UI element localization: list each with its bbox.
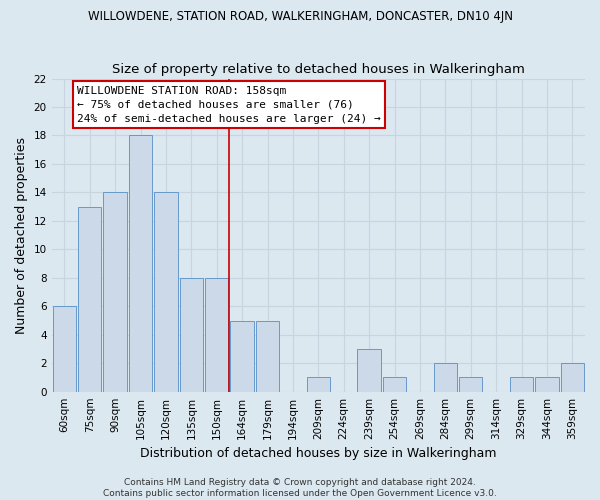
Bar [434,363,457,392]
Bar [230,320,254,392]
Bar [179,278,203,392]
Text: Contains HM Land Registry data © Crown copyright and database right 2024.
Contai: Contains HM Land Registry data © Crown c… [103,478,497,498]
Title: Size of property relative to detached houses in Walkeringham: Size of property relative to detached ho… [112,63,525,76]
X-axis label: Distribution of detached houses by size in Walkeringham: Distribution of detached houses by size … [140,447,497,460]
Bar [459,378,482,392]
Text: WILLOWDENE STATION ROAD: 158sqm
← 75% of detached houses are smaller (76)
24% of: WILLOWDENE STATION ROAD: 158sqm ← 75% of… [77,86,381,124]
Bar [560,363,584,392]
Bar [510,378,533,392]
Bar [358,349,381,392]
Y-axis label: Number of detached properties: Number of detached properties [15,136,28,334]
Bar [535,378,559,392]
Bar [383,378,406,392]
Bar [129,136,152,392]
Bar [307,378,330,392]
Bar [154,192,178,392]
Text: WILLOWDENE, STATION ROAD, WALKERINGHAM, DONCASTER, DN10 4JN: WILLOWDENE, STATION ROAD, WALKERINGHAM, … [88,10,512,23]
Bar [205,278,229,392]
Bar [256,320,279,392]
Bar [53,306,76,392]
Bar [103,192,127,392]
Bar [78,206,101,392]
